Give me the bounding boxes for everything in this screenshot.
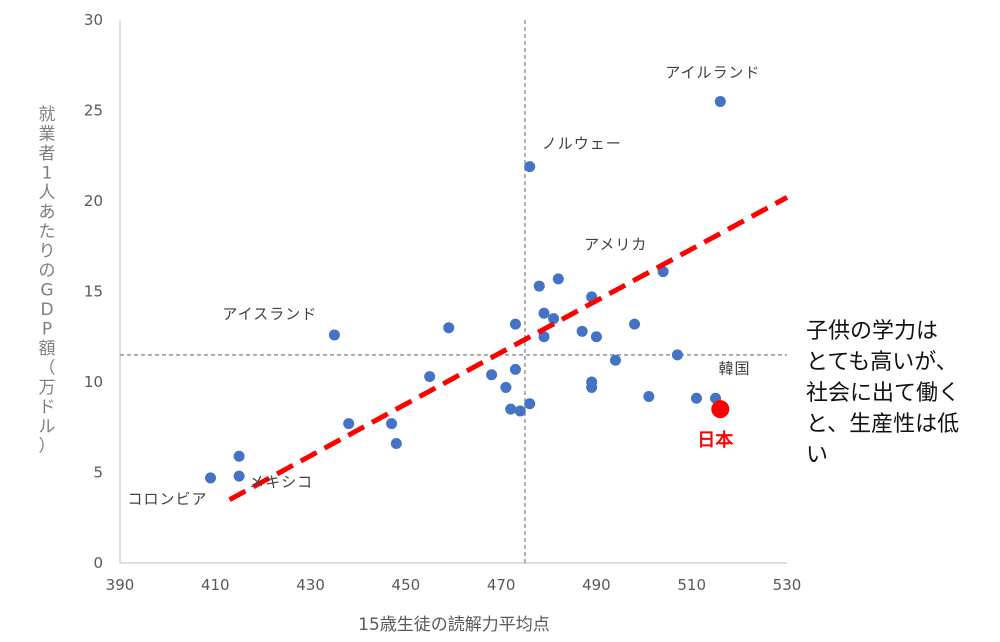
data-point <box>714 95 726 107</box>
data-point <box>609 354 621 366</box>
y-axis-title-group: 就業者 1 人あたりの G D P 額（万ドル） <box>39 105 56 457</box>
data-points <box>205 95 730 484</box>
data-point <box>671 349 683 361</box>
x-tick-label: 490 <box>582 576 611 594</box>
country-label: アイスランド <box>222 305 317 323</box>
data-point <box>533 280 545 292</box>
x-tick-label: 390 <box>106 576 135 594</box>
data-point <box>390 438 402 450</box>
reference-lines <box>120 20 787 563</box>
data-point <box>524 398 536 410</box>
data-point <box>629 318 641 330</box>
data-point <box>505 403 517 415</box>
data-point <box>424 371 436 383</box>
data-point <box>538 331 550 343</box>
y-tick-label: 0 <box>93 554 103 572</box>
country-label: 韓国 <box>719 359 751 377</box>
data-point <box>443 322 455 334</box>
y-axis-title: 就業者 1 人あたりの G D P 額（万ドル） <box>39 105 56 457</box>
japan-label: 日本 <box>697 429 733 451</box>
x-tick-label: 430 <box>296 576 325 594</box>
data-point <box>586 381 598 393</box>
country-label: アメリカ <box>584 236 647 254</box>
data-point <box>343 418 355 430</box>
x-tick-label: 530 <box>773 576 802 594</box>
data-point <box>524 161 536 173</box>
y-tick-label: 30 <box>84 11 103 29</box>
data-point <box>576 325 588 337</box>
data-point <box>386 418 398 430</box>
country-label: アイルランド <box>665 63 760 81</box>
country-label: ノルウェー <box>542 135 622 153</box>
x-tick-label: 510 <box>677 576 706 594</box>
country-label: コロンビア <box>128 490 208 508</box>
data-point <box>552 273 564 285</box>
data-point <box>328 329 340 341</box>
y-tick-label: 25 <box>84 102 103 120</box>
y-tick-label: 10 <box>84 373 103 391</box>
data-point <box>486 369 498 381</box>
y-tick-label: 15 <box>84 283 103 301</box>
data-point <box>509 318 521 330</box>
data-point <box>690 392 702 404</box>
japan-point <box>711 400 730 419</box>
data-point <box>538 307 550 319</box>
data-point <box>514 405 526 417</box>
y-tick-label: 20 <box>84 192 103 210</box>
data-point <box>233 450 245 462</box>
data-point <box>643 390 655 402</box>
data-point <box>548 313 560 325</box>
x-tick-label: 410 <box>201 576 230 594</box>
x-tick-label: 450 <box>392 576 421 594</box>
data-point <box>233 470 245 482</box>
data-point <box>509 363 521 375</box>
data-point <box>205 472 217 484</box>
side-note: 子供の学力は とても高いが、 社会に出て働く と、生産性は低 い <box>806 319 961 468</box>
trend-line-path <box>228 195 789 502</box>
country-label: メキシコ <box>249 473 313 491</box>
x-tick-label: 470 <box>487 576 516 594</box>
y-tick-label: 5 <box>93 464 103 482</box>
x-axis-title: 15歳生徒の読解力平均点 <box>358 615 550 635</box>
trend-line <box>228 195 789 502</box>
data-point <box>500 381 512 393</box>
data-point <box>590 331 602 343</box>
